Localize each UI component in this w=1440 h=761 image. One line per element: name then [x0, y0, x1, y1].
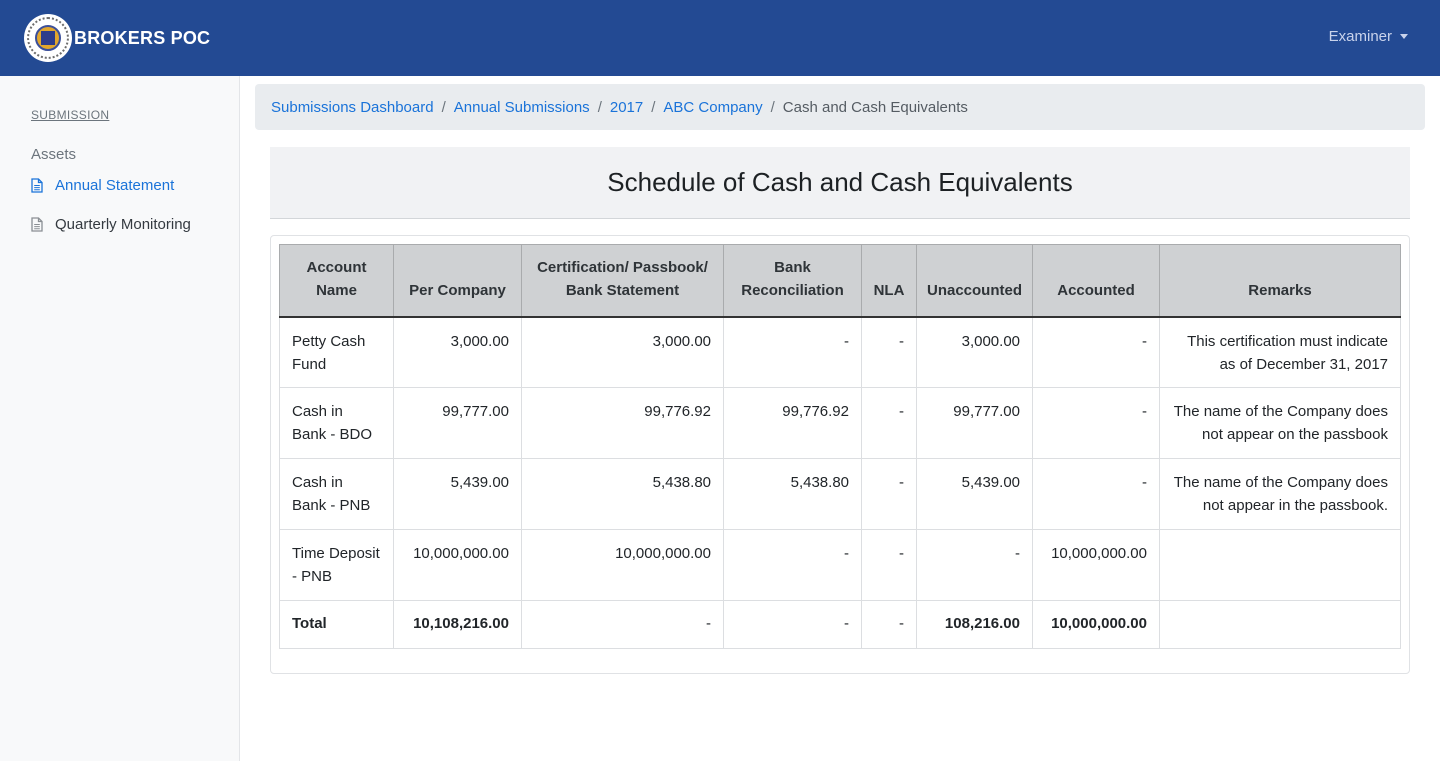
sidebar: SUBMISSION Assets Annual Statement Quart… — [0, 76, 240, 761]
document-icon — [31, 217, 43, 232]
account-name-cell: Cash in Bank - BDO — [279, 387, 394, 459]
bank-reconciliation-cell: 5,438.80 — [723, 458, 862, 530]
sidebar-item-annual-statement[interactable]: Annual Statement — [31, 177, 174, 194]
accounted-cell: - — [1032, 316, 1160, 388]
unaccounted-cell: 5,439.00 — [916, 458, 1033, 530]
total-remarks-cell — [1159, 600, 1401, 649]
unaccounted-cell: - — [916, 529, 1033, 601]
total-bank-reconciliation-cell: - — [723, 600, 862, 649]
nla-cell: - — [861, 387, 917, 459]
remarks-cell: The name of the Company does not appear … — [1159, 458, 1401, 530]
remarks-cell — [1159, 529, 1401, 601]
breadcrumb-separator: / — [651, 98, 656, 116]
account-name-cell: Petty Cash Fund — [279, 316, 394, 388]
total-label-cell: Total — [279, 600, 394, 649]
nla-cell: - — [861, 458, 917, 530]
table-row: Time Deposit - PNB 10,000,000.00 10,000,… — [279, 529, 1401, 601]
per-company-cell: 5,439.00 — [393, 458, 522, 530]
breadcrumb-link-annual-submissions[interactable]: Annual Submissions — [453, 98, 590, 116]
table-total-row: Total 10,108,216.00 - - - 108,216.00 10,… — [279, 600, 1401, 649]
column-header: Account Name — [279, 244, 394, 317]
total-per-company-cell: 10,108,216.00 — [393, 600, 522, 649]
bank-reconciliation-cell: - — [723, 316, 862, 388]
caret-down-icon — [1400, 34, 1408, 39]
brand-link[interactable]: BROKERS POC — [24, 14, 210, 62]
breadcrumb-separator: / — [597, 98, 602, 116]
user-menu-dropdown[interactable]: Examiner — [1329, 28, 1408, 45]
nla-cell: - — [861, 529, 917, 601]
certification-cell: 3,000.00 — [521, 316, 724, 388]
column-header: Per Company — [393, 244, 522, 317]
page-title: Schedule of Cash and Cash Equivalents — [607, 167, 1073, 197]
per-company-cell: 99,777.00 — [393, 387, 522, 459]
total-unaccounted-cell: 108,216.00 — [916, 600, 1033, 649]
schedule-card: Account Name Per Company Certification/ … — [270, 235, 1410, 674]
sidebar-item-label: Quarterly Monitoring — [55, 216, 191, 233]
total-certification-cell: - — [521, 600, 724, 649]
total-accounted-cell: 10,000,000.00 — [1032, 600, 1160, 649]
per-company-cell: 3,000.00 — [393, 316, 522, 388]
accounted-cell: - — [1032, 458, 1160, 530]
accounted-cell: - — [1032, 387, 1160, 459]
breadcrumb-link-year[interactable]: 2017 — [609, 98, 644, 116]
breadcrumb-separator: / — [770, 98, 775, 116]
per-company-cell: 10,000,000.00 — [393, 529, 522, 601]
unaccounted-cell: 3,000.00 — [916, 316, 1033, 388]
table-header-row: Account Name Per Company Certification/ … — [279, 244, 1401, 317]
remarks-cell: The name of the Company does not appear … — [1159, 387, 1401, 459]
sidebar-group-label: Assets — [31, 146, 77, 163]
column-header: Bank Reconciliation — [723, 244, 862, 317]
bank-reconciliation-cell: - — [723, 529, 862, 601]
table-row: Cash in Bank - PNB 5,439.00 5,438.80 5,4… — [279, 458, 1401, 530]
certification-cell: 10,000,000.00 — [521, 529, 724, 601]
account-name-cell: Time Deposit - PNB — [279, 529, 394, 601]
top-navbar: BROKERS POC Examiner — [0, 0, 1440, 76]
bank-reconciliation-cell: 99,776.92 — [723, 387, 862, 459]
breadcrumb-separator: / — [441, 98, 446, 116]
column-header: Unaccounted — [916, 244, 1033, 317]
unaccounted-cell: 99,777.00 — [916, 387, 1033, 459]
brand-name: BROKERS POC — [74, 27, 211, 48]
table-row: Petty Cash Fund 3,000.00 3,000.00 - - 3,… — [279, 316, 1401, 388]
table-row: Cash in Bank - BDO 99,777.00 99,776.92 9… — [279, 387, 1401, 459]
cash-schedule-table: Account Name Per Company Certification/ … — [279, 244, 1401, 649]
total-nla-cell: - — [861, 600, 917, 649]
page-header: Schedule of Cash and Cash Equivalents — [270, 147, 1410, 219]
sidebar-item-quarterly-monitoring[interactable]: Quarterly Monitoring — [31, 216, 191, 233]
column-header: Remarks — [1159, 244, 1401, 317]
column-header: Accounted — [1032, 244, 1160, 317]
breadcrumb-link-company[interactable]: ABC Company — [663, 98, 763, 116]
breadcrumb: Submissions Dashboard / Annual Submissio… — [255, 84, 1425, 130]
certification-cell: 99,776.92 — [521, 387, 724, 459]
breadcrumb-link-dashboard[interactable]: Submissions Dashboard — [271, 98, 434, 116]
accounted-cell: 10,000,000.00 — [1032, 529, 1160, 601]
certification-cell: 5,438.80 — [521, 458, 724, 530]
breadcrumb-current: Cash and Cash Equivalents — [782, 98, 968, 116]
nla-cell: - — [861, 316, 917, 388]
column-header: NLA — [861, 244, 917, 317]
sidebar-heading: SUBMISSION — [31, 108, 110, 122]
sidebar-item-label: Annual Statement — [55, 177, 175, 194]
document-icon — [31, 178, 43, 193]
user-menu-label: Examiner — [1328, 28, 1392, 45]
account-name-cell: Cash in Bank - PNB — [279, 458, 394, 530]
column-header: Certification/ Passbook/ Bank Statement — [521, 244, 724, 317]
remarks-cell: This certification must indicate as of D… — [1159, 316, 1401, 388]
seal-logo — [24, 14, 72, 62]
